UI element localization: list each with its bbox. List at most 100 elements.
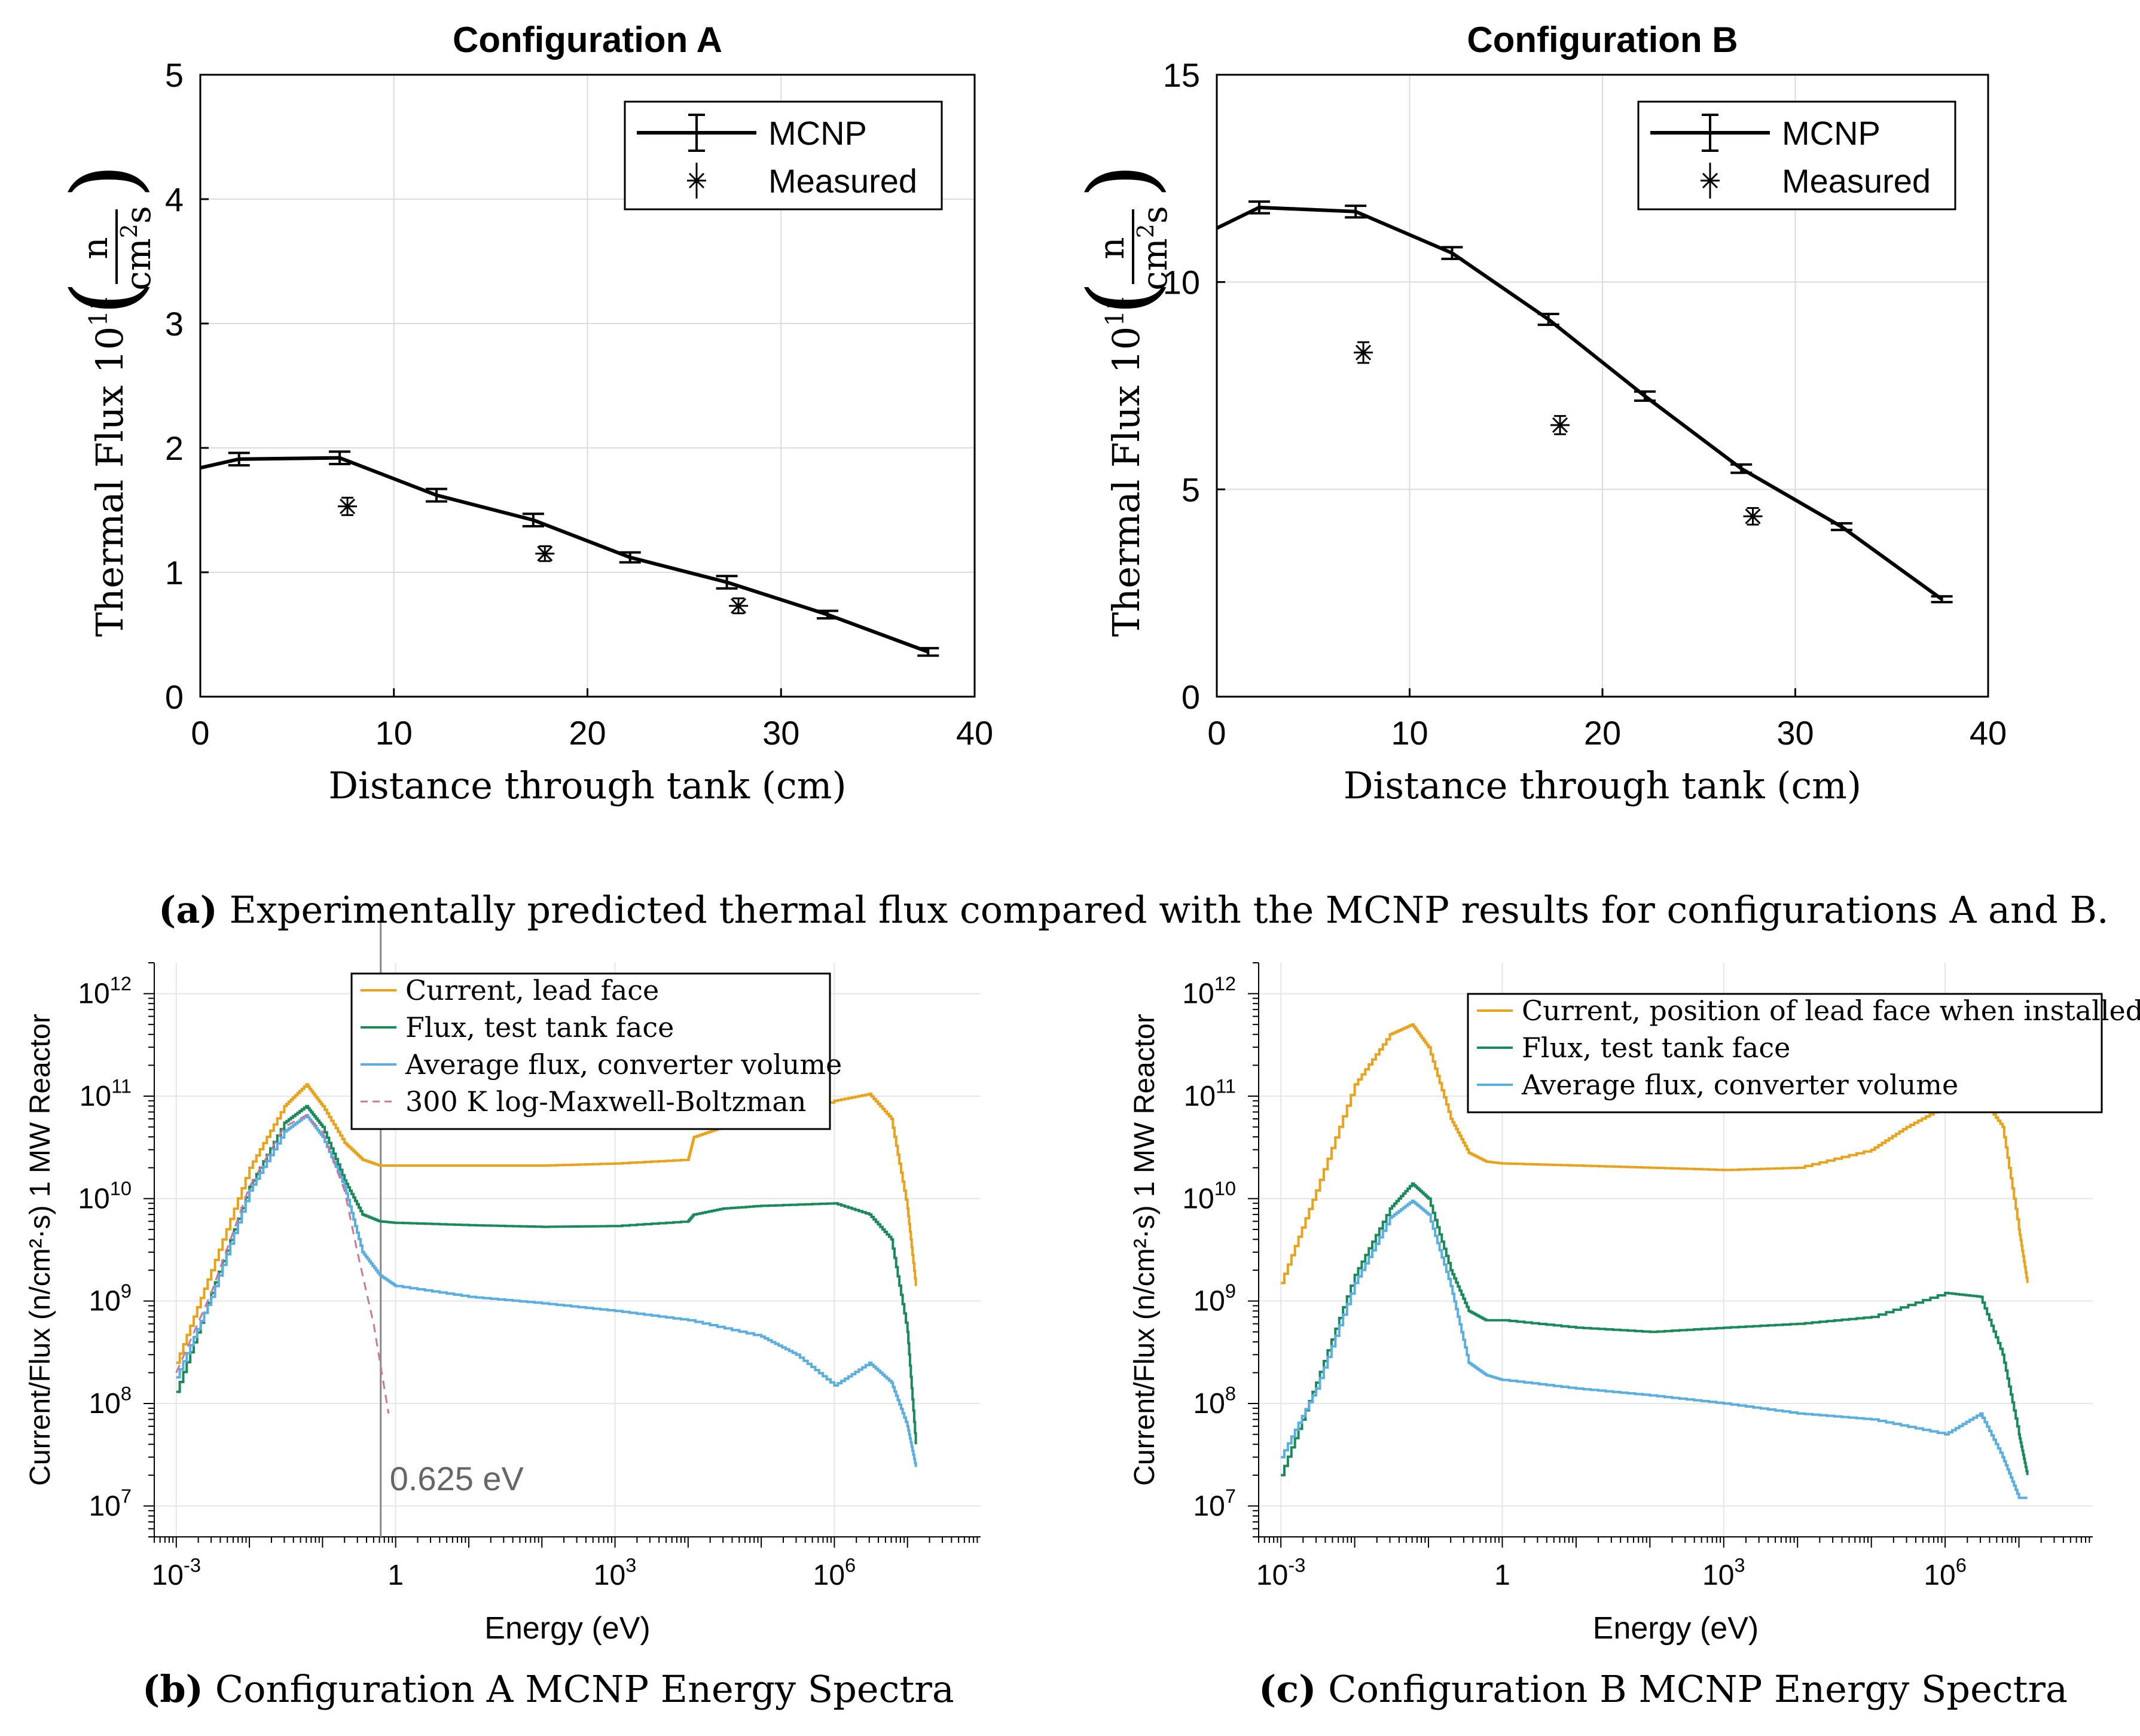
c1-y-label-paren-left: ( (1070, 280, 1174, 316)
s2-y-tick-label: 109 (88, 1280, 132, 1317)
s2-threshold-label: 0.625 eV (390, 1460, 524, 1497)
c1-y-label-den-part: cm (1134, 238, 1175, 290)
s3-legend: Current, position of lead face when inst… (1467, 993, 2140, 1113)
c0-y-tick-label: 0 (165, 678, 184, 716)
c1-legend-asterisk (1702, 172, 1718, 189)
s2-x-tick-label-base: 10 (594, 1560, 625, 1591)
c0-legend-mcnp-label: MCNP (768, 114, 867, 152)
s2-y-tick-label-base: 10 (78, 978, 109, 1010)
c0-asterisk-stroke (339, 498, 356, 514)
s3-y-tick-label: 108 (1193, 1382, 1236, 1420)
s2-x-axis-label: Energy (eV) (484, 1611, 650, 1646)
s3-y-tick-label-exp: 7 (1225, 1485, 1236, 1507)
c1-y-label-prefix: Thermal Flux 1011 (1100, 294, 1148, 637)
c0-y-tick-label: 2 (165, 429, 184, 467)
c0-x-tick-label: 40 (956, 714, 993, 752)
s3-series-1-line (1281, 1182, 2029, 1476)
c1-y-tick-label: 15 (1163, 56, 1200, 94)
c0-y-label-den-part: 2 (116, 224, 142, 238)
c1-x-tick-label: 30 (1776, 714, 1814, 752)
s3-y-tick-label: 107 (1193, 1485, 1236, 1523)
c0-x-tick-label: 10 (376, 714, 413, 752)
c1-x-tick-label: 20 (1584, 714, 1621, 752)
c0-chart-title: Configuration A (453, 20, 722, 60)
c1-y-axis-label: Thermal Flux 1011(n cm2s) (1070, 163, 1175, 637)
s3-x-tick-label: 10-3 (1256, 1554, 1305, 1591)
c1-y-label-unit-numerator: n (1091, 237, 1132, 259)
s3-y-tick-label-base: 10 (1182, 1183, 1214, 1215)
c1-measured-point (1743, 507, 1763, 526)
c0-measured-point (729, 597, 749, 615)
c0-y-tick-label: 1 (165, 554, 184, 591)
s2-series-2-line (176, 1114, 917, 1467)
c0-y-label-unit-numerator: n (75, 237, 115, 259)
c1-plot-frame (1216, 74, 1989, 698)
s2-x-tick-label-exp: 6 (845, 1554, 856, 1576)
s3-y-tick-label-exp: 8 (1225, 1382, 1236, 1404)
s2-legend-label-1: Flux, test tank face (405, 1011, 674, 1044)
caption-c: (c) Configuration B MCNP Energy Spectra (1259, 1667, 2068, 1711)
c1-y-tick-label: 0 (1182, 678, 1200, 716)
c0-y-tick-label: 5 (165, 56, 184, 94)
s2-y-tick-label-base: 10 (88, 1388, 120, 1420)
c0-legend: MCNP Measured (624, 100, 943, 210)
c0-plot-frame (199, 74, 976, 698)
caption-c-text: Configuration B MCNP Energy Spectra (1328, 1667, 2068, 1711)
c1-asterisk-stroke (1356, 344, 1372, 361)
s2-legend-label-0: Current, lead face (405, 974, 659, 1006)
s3-legend-label-2: Average flux, converter volume (1521, 1069, 1958, 1101)
s3-x-tick-label-exp: 3 (1734, 1554, 1745, 1576)
s2-y-tick-label: 1012 (78, 972, 132, 1010)
s2-x-tick-label-base: 1 (387, 1560, 404, 1591)
c1-y-label-text: Thermal Flux 10 (1104, 327, 1148, 637)
s3-legend-label-1: Flux, test tank face (1522, 1032, 1790, 1064)
s3-y-tick-label-exp: 10 (1214, 1177, 1236, 1200)
s3-y-tick-label: 1010 (1182, 1177, 1236, 1215)
s3-y-tick-label-exp: 9 (1225, 1280, 1236, 1302)
s3-x-tick-label-base: 10 (1924, 1560, 1955, 1591)
s3-legend-box (1467, 993, 2103, 1113)
c0-y-label-den-part: s (118, 206, 158, 224)
s3-legend-label-0: Current, position of lead face when inst… (1522, 994, 2140, 1027)
c1-measured-point (1354, 341, 1373, 364)
s3-series-2-line (1281, 1200, 2028, 1499)
caption-b-text: Configuration A MCNP Energy Spectra (215, 1667, 954, 1711)
c0-y-tick-label: 3 (165, 305, 184, 343)
s2-y-tick-label: 108 (88, 1382, 132, 1420)
s3-x-tick-label-base: 10 (1702, 1560, 1734, 1591)
caption-b: (b) Configuration A MCNP Energy Spectra (142, 1667, 954, 1711)
s2-series-3-line (175, 1114, 390, 1414)
caption-b-label: (b) (142, 1667, 204, 1711)
s2-x-tick-label-exp: 3 (625, 1554, 636, 1576)
c0-y-label-paren-left: ( (53, 280, 157, 316)
c1-legend-box (1637, 100, 1956, 210)
c0-x-tick-label: 30 (762, 714, 799, 752)
chart-configuration-a: 0 10 20 30 40 0 1 2 3 4 5 Configuration A Distance t… (53, 20, 993, 807)
s3-y-tick-label-base: 10 (1184, 1081, 1216, 1112)
s3-y-tick-label-base: 10 (1193, 1286, 1225, 1317)
c0-legend-measured-label: Measured (768, 162, 917, 200)
c1-legend: MCNP Measured (1637, 100, 1956, 210)
s2-x-tick-label-base: 10 (813, 1560, 845, 1591)
s3-x-tick-label-base: 10 (1256, 1560, 1288, 1591)
chart-configuration-b: 0 10 20 30 40 0 5 10 15 Configuration B Distance t… (1070, 20, 2007, 807)
s2-y-tick-label-base: 10 (80, 1081, 111, 1112)
s2-legend: Current, lead face Flux, test tank face Av… (350, 972, 842, 1130)
s2-y-tick-label-exp: 10 (110, 1177, 132, 1200)
caption-a: (a) Experimentally predicted thermal flu… (158, 888, 2109, 932)
s3-x-tick-label-base: 1 (1494, 1560, 1510, 1591)
s3-y-tick-label: 1012 (1182, 972, 1236, 1010)
s2-legend-box (350, 972, 831, 1130)
c1-y-label-paren-right: ) (1070, 163, 1174, 199)
c0-y-label-prefix: Thermal Flux 1011 (84, 294, 132, 637)
s2-series-1-line (176, 1105, 917, 1445)
s2-y-tick-label-base: 10 (88, 1286, 120, 1317)
c1-y-label-den-part: s (1134, 206, 1175, 224)
s3-y-tick-label-exp: 12 (1214, 972, 1236, 994)
s2-legend-label-3: 300 K log-Maxwell-Boltzman (405, 1085, 806, 1118)
s2-y-tick-label-exp: 8 (121, 1382, 132, 1404)
c0-y-tick-label: 4 (165, 181, 184, 218)
s3-x-tick-label-exp: 6 (1956, 1554, 1967, 1576)
